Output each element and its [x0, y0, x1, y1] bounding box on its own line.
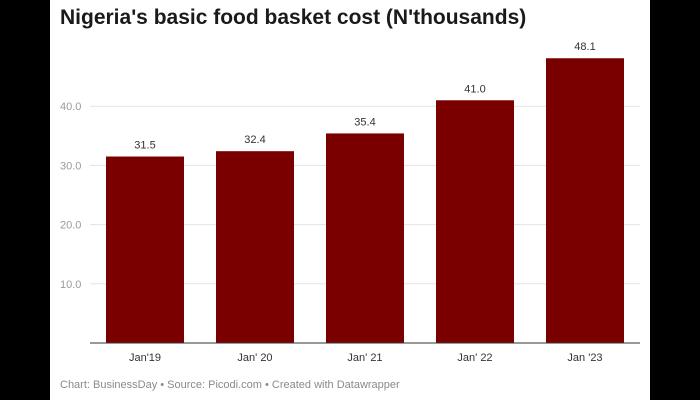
chart-panel: Nigeria's basic food basket cost (N'thou…: [50, 0, 650, 400]
bar-chart: 10.0 20.0 30.0 40.0 31.5 Jan'19 32.4 Jan' 20 35.…: [60, 41, 640, 364]
x-tick-label: Jan '23: [567, 352, 602, 364]
y-tick-label: 20.0: [60, 220, 81, 232]
chart-footer-credit: Chart: BusinessDay • Source: Picodi.com …: [60, 379, 400, 391]
bar: [106, 156, 184, 343]
bar: [546, 58, 624, 344]
x-tick-label: Jan' 20: [237, 352, 272, 364]
bar: [216, 151, 294, 343]
x-tick-label: Jan' 22: [457, 352, 492, 364]
data-label: 41.0: [464, 83, 485, 95]
data-label: 31.5: [134, 140, 155, 152]
y-tick-label: 30.0: [60, 160, 81, 172]
data-label: 35.4: [354, 116, 375, 128]
y-tick-label: 40.0: [60, 101, 81, 113]
chart-title: Nigeria's basic food basket cost (N'thou…: [60, 6, 527, 29]
bar: [436, 100, 514, 343]
y-tick-label: 10.0: [60, 279, 81, 291]
data-label: 32.4: [244, 134, 265, 146]
bar: [326, 133, 404, 343]
x-tick-label: Jan'19: [129, 352, 161, 364]
x-tick-label: Jan' 21: [347, 352, 382, 364]
data-label: 48.1: [574, 41, 595, 53]
